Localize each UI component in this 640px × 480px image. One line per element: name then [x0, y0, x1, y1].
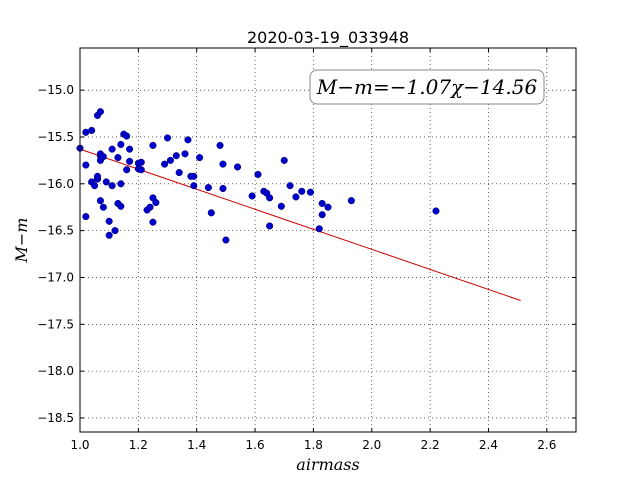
data-point — [216, 141, 224, 149]
data-point — [126, 157, 134, 165]
data-point — [166, 156, 174, 164]
data-point — [175, 169, 183, 177]
data-point — [298, 187, 306, 195]
data-point — [117, 140, 125, 149]
data-point — [82, 213, 90, 221]
data-point — [123, 132, 131, 140]
plot-frame — [79, 47, 577, 433]
data-point — [280, 156, 288, 164]
data-point — [184, 136, 192, 144]
data-point — [123, 166, 131, 174]
chart-title: 2020-03-19_033948 — [247, 28, 409, 48]
x-axis-label: airmass — [296, 455, 359, 474]
data-point — [277, 202, 285, 210]
data-point — [146, 203, 154, 211]
data-point — [88, 126, 96, 134]
data-point — [105, 217, 113, 225]
data-point — [266, 222, 274, 230]
data-point — [266, 194, 274, 202]
y-tick-label: −16.5 — [37, 224, 74, 238]
data-point — [117, 180, 125, 188]
y-tick-label: −17.0 — [37, 270, 74, 284]
x-tick-label: 1.0 — [70, 438, 89, 452]
data-point — [161, 160, 169, 168]
data-point — [318, 211, 326, 219]
data-point — [99, 203, 107, 211]
data-point — [347, 197, 355, 205]
grid — [79, 48, 576, 432]
data-point — [108, 182, 116, 190]
x-tick-label: 1.4 — [187, 438, 206, 452]
y-axis-label: M−m — [12, 218, 31, 264]
data-point — [190, 172, 198, 180]
fit-equation: M−m=−1.07χ−14.56 — [316, 75, 538, 99]
data-point — [96, 197, 104, 205]
fit-layer — [79, 148, 521, 301]
data-point — [254, 170, 262, 178]
data-point — [207, 209, 215, 217]
data-point — [126, 145, 134, 153]
x-tick-label: 2.2 — [421, 438, 440, 452]
data-point — [93, 172, 102, 180]
tick-labels: 1.0 1.2 1.4 1.6 1.8 2.0 2.2 2.4 2.6 −15.0 −15.5 −16… — [37, 83, 556, 452]
y-tick-label: −15.5 — [37, 130, 74, 144]
data-point — [137, 158, 145, 166]
data-point — [82, 128, 90, 136]
data-point — [137, 166, 145, 174]
y-tick-label: −18.5 — [37, 411, 74, 425]
data-point — [96, 108, 104, 116]
y-tick-label: −15.0 — [37, 83, 74, 97]
data-point — [248, 192, 256, 200]
data-point — [324, 203, 332, 211]
data-point — [99, 153, 107, 161]
data-point — [204, 184, 212, 192]
data-point — [111, 227, 119, 235]
data-point — [102, 178, 110, 186]
data-points — [76, 108, 440, 244]
data-point — [196, 154, 204, 162]
x-tick-label: 2.6 — [537, 438, 556, 452]
data-point — [91, 182, 99, 190]
data-point — [114, 154, 122, 162]
data-point — [318, 199, 326, 208]
x-tick-label: 2.4 — [479, 438, 498, 452]
y-tick-label: −16.0 — [37, 177, 74, 191]
fit-line — [79, 148, 521, 301]
data-point — [108, 145, 116, 153]
data-point — [172, 152, 180, 160]
data-point — [292, 193, 300, 201]
x-tick-label: 2.0 — [362, 438, 381, 452]
data-point — [219, 184, 227, 193]
data-point — [190, 182, 198, 190]
data-point — [152, 198, 160, 207]
data-point — [163, 134, 172, 142]
data-point — [219, 160, 227, 168]
data-point — [82, 161, 90, 169]
data-point — [315, 225, 323, 233]
data-point — [286, 182, 294, 190]
data-point — [234, 163, 242, 171]
data-point — [181, 150, 189, 158]
y-tick-label: −17.5 — [37, 317, 74, 331]
data-point — [149, 141, 157, 149]
x-tick-label: 1.8 — [304, 438, 323, 452]
x-tick-label: 1.2 — [129, 438, 148, 452]
data-point — [117, 202, 125, 210]
y-tick-label: −18.0 — [37, 364, 74, 378]
ticks — [79, 48, 576, 432]
data-point — [149, 218, 157, 226]
data-point — [306, 188, 315, 196]
data-point — [105, 231, 113, 239]
x-tick-label: 1.6 — [246, 438, 265, 452]
annotation-box: M−m=−1.07χ−14.56 — [309, 69, 545, 105]
data-point — [222, 236, 230, 244]
data-point — [432, 207, 440, 215]
